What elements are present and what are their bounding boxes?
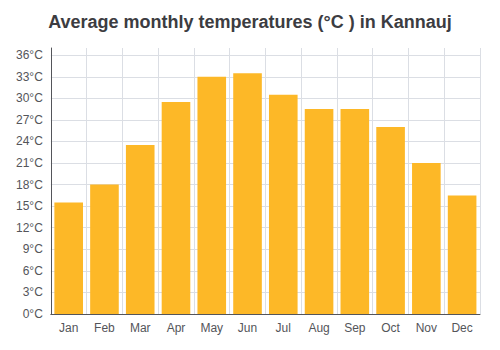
svg-text:Average monthly temperatures (: Average monthly temperatures (°C ) in Ka… — [48, 12, 452, 32]
svg-text:Dec: Dec — [451, 321, 472, 335]
svg-text:9°C: 9°C — [23, 242, 43, 256]
svg-text:0°C: 0°C — [23, 307, 43, 321]
svg-text:33°C: 33°C — [16, 70, 43, 84]
svg-text:24°C: 24°C — [16, 134, 43, 148]
svg-text:18°C: 18°C — [16, 178, 43, 192]
svg-text:36°C: 36°C — [16, 48, 43, 62]
svg-text:3°C: 3°C — [23, 285, 43, 299]
svg-text:Aug: Aug — [308, 321, 329, 335]
svg-text:Jun: Jun — [238, 321, 257, 335]
svg-text:15°C: 15°C — [16, 199, 43, 213]
svg-text:6°C: 6°C — [23, 264, 43, 278]
svg-text:May: May — [200, 321, 223, 335]
svg-text:Jul: Jul — [276, 321, 291, 335]
svg-text:Nov: Nov — [416, 321, 437, 335]
svg-text:Feb: Feb — [94, 321, 115, 335]
svg-text:30°C: 30°C — [16, 91, 43, 105]
svg-text:Apr: Apr — [167, 321, 186, 335]
svg-text:12°C: 12°C — [16, 221, 43, 235]
svg-text:Jan: Jan — [59, 321, 78, 335]
svg-text:27°C: 27°C — [16, 113, 43, 127]
svg-text:Mar: Mar — [130, 321, 151, 335]
svg-text:Oct: Oct — [381, 321, 400, 335]
svg-text:21°C: 21°C — [16, 156, 43, 170]
svg-text:Sep: Sep — [344, 321, 366, 335]
